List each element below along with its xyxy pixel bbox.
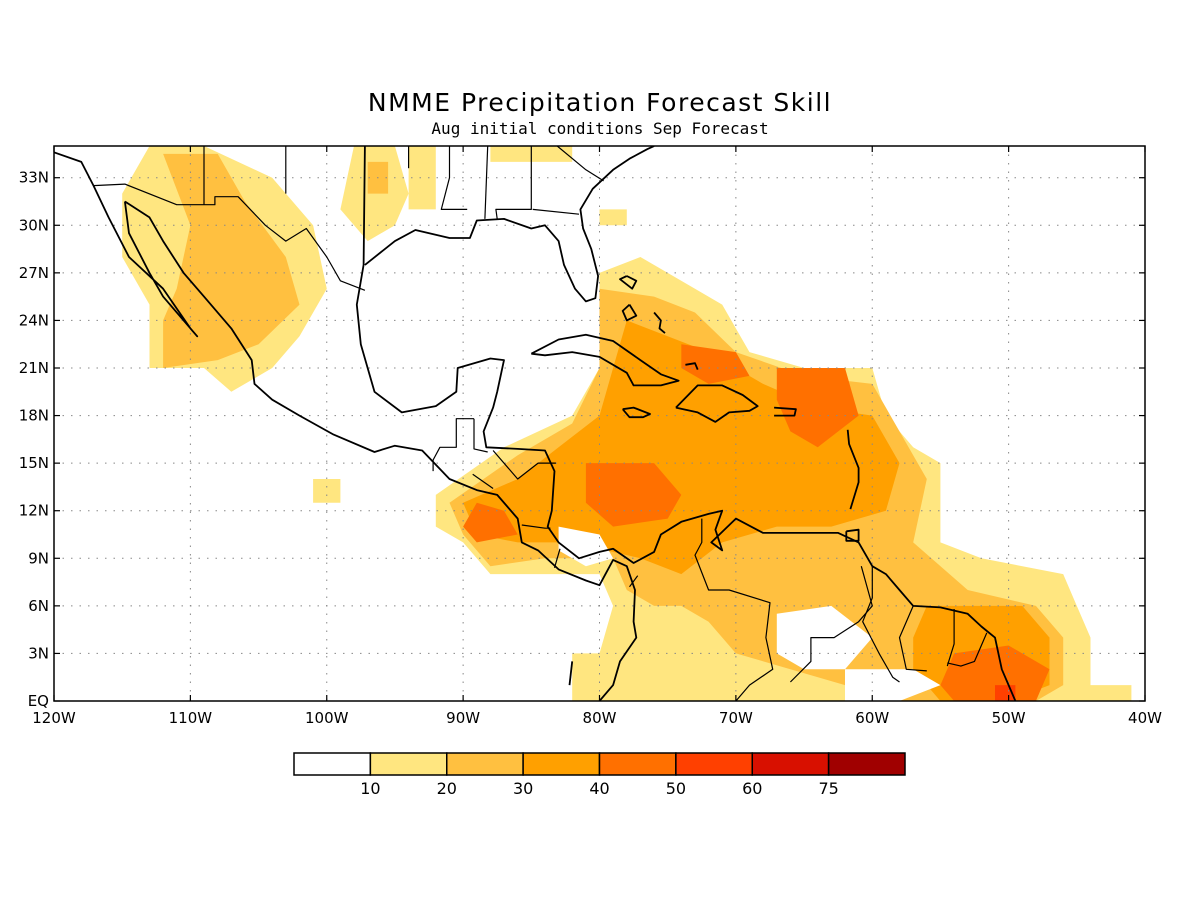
coastlines xyxy=(54,146,1017,701)
border-6 xyxy=(495,146,532,219)
colorbar-swatch-0 xyxy=(293,752,372,776)
coastline-11 xyxy=(685,362,699,370)
colorbar-label-2: 20 xyxy=(437,779,457,798)
skill-region-20 xyxy=(845,669,941,701)
border-21 xyxy=(947,632,988,667)
lat-tick-label-3: 24N xyxy=(19,311,49,329)
border-18 xyxy=(862,566,900,683)
political-borders xyxy=(93,146,988,701)
border-10 xyxy=(473,418,488,453)
coastline-7 xyxy=(774,406,797,417)
colorbar-swatch-2 xyxy=(446,752,524,776)
lon-tick-label-2: 100W xyxy=(305,709,349,727)
coastline-9 xyxy=(621,303,638,322)
lon-tick-label-3: 90W xyxy=(446,709,480,727)
figure-title: NMME Precipitation Forecast Skill xyxy=(368,88,832,117)
border-15 xyxy=(629,575,639,588)
border-17 xyxy=(789,566,873,683)
colorbar-label-5: 50 xyxy=(666,779,686,798)
colorbar-label-3: 30 xyxy=(513,779,533,798)
lat-tick-label-5: 18N xyxy=(19,407,49,425)
colorbar-swatch-1 xyxy=(369,752,448,776)
skill-region-16 xyxy=(940,645,1050,701)
lon-tick-label-8: 40W xyxy=(1128,709,1162,727)
coastline-4 xyxy=(530,333,680,387)
lat-tick-label-8: 9N xyxy=(28,549,49,567)
lat-tick-label-1: 30N xyxy=(19,216,49,234)
border-11 xyxy=(472,473,494,489)
lon-tick-label-1: 110W xyxy=(169,709,213,727)
map-gridlines xyxy=(54,146,1145,701)
lon-tick-label-0: 120W xyxy=(32,709,76,727)
lat-tick-label-9: 6N xyxy=(28,597,49,615)
coastline-12 xyxy=(846,429,860,510)
lat-tick-label-7: 12N xyxy=(19,502,49,520)
border-20 xyxy=(946,609,955,667)
skill-region-1 xyxy=(163,153,300,368)
lat-tick-label-6: 15N xyxy=(19,454,49,472)
border-4 xyxy=(440,146,468,210)
lon-tick-label-6: 60W xyxy=(855,709,889,727)
lon-tick-label-4: 80W xyxy=(583,709,617,727)
colorbar-swatch-5 xyxy=(675,752,753,776)
border-12 xyxy=(492,450,556,480)
lat-tick-label-0: 33N xyxy=(19,169,49,187)
border-19 xyxy=(898,605,927,672)
skill-region-6 xyxy=(599,209,627,226)
colorbar-label-4: 40 xyxy=(589,779,609,798)
colorbar-swatch-3 xyxy=(522,752,601,776)
border-0 xyxy=(93,183,366,291)
skill-region-13 xyxy=(681,344,750,384)
colorbar-swatch-6 xyxy=(751,752,830,776)
skill-shading xyxy=(122,146,1132,701)
lat-tick-label-2: 27N xyxy=(19,264,49,282)
lon-tick-label-5: 70W xyxy=(719,709,753,727)
skill-region-18 xyxy=(558,526,614,567)
colorbar-label-7: 75 xyxy=(818,779,838,798)
coastline-2 xyxy=(355,146,1017,701)
skill-region-12 xyxy=(585,463,682,527)
coastline-13 xyxy=(845,528,860,542)
coastline-1 xyxy=(124,200,638,701)
longitude-axis: 120W 110W 100W 90W 80W 70W 60W 50W 40W xyxy=(32,146,1162,727)
lon-tick-label-7: 50W xyxy=(992,709,1026,727)
colorbar-label-1: 10 xyxy=(360,779,380,798)
border-7 xyxy=(532,208,580,215)
coastline-5 xyxy=(622,406,651,419)
skill-region-14 xyxy=(776,368,859,448)
border-14 xyxy=(553,548,561,568)
colorbar-legend: 10 20 30 40 50 60 75 xyxy=(293,752,906,798)
coastline-3 xyxy=(364,146,655,303)
figure-subtitle: Aug initial conditions Sep Forecast xyxy=(431,119,768,138)
colorbar-swatch-4 xyxy=(598,752,677,776)
latitude-axis: 33N 30N 27N 24N 21N 18N 15N 12N 9N 6N 3N EQ xyxy=(19,169,1145,710)
lat-tick-label-4: 21N xyxy=(19,359,49,377)
coastline-6 xyxy=(675,384,759,423)
border-13 xyxy=(521,524,551,529)
border-9 xyxy=(432,418,474,472)
lat-tick-label-10: 3N xyxy=(28,644,49,662)
skill-region-10 xyxy=(463,320,900,575)
colorbar-swatch-7 xyxy=(827,752,906,776)
skill-region-4 xyxy=(408,146,436,210)
coastline-10 xyxy=(653,311,666,334)
skill-region-11 xyxy=(463,502,518,543)
coastline-14 xyxy=(568,661,574,686)
lat-tick-label-11: EQ xyxy=(28,692,49,710)
border-5 xyxy=(484,146,489,219)
map-panel: 33N 30N 27N 24N 21N 18N 15N 12N 9N 6N 3N EQ 120W 110… xyxy=(19,145,1162,727)
border-16 xyxy=(694,518,774,701)
colorbar-label-6: 60 xyxy=(742,779,762,798)
coastline-8 xyxy=(619,275,638,290)
skill-region-7 xyxy=(313,479,341,503)
border-8 xyxy=(556,146,604,182)
